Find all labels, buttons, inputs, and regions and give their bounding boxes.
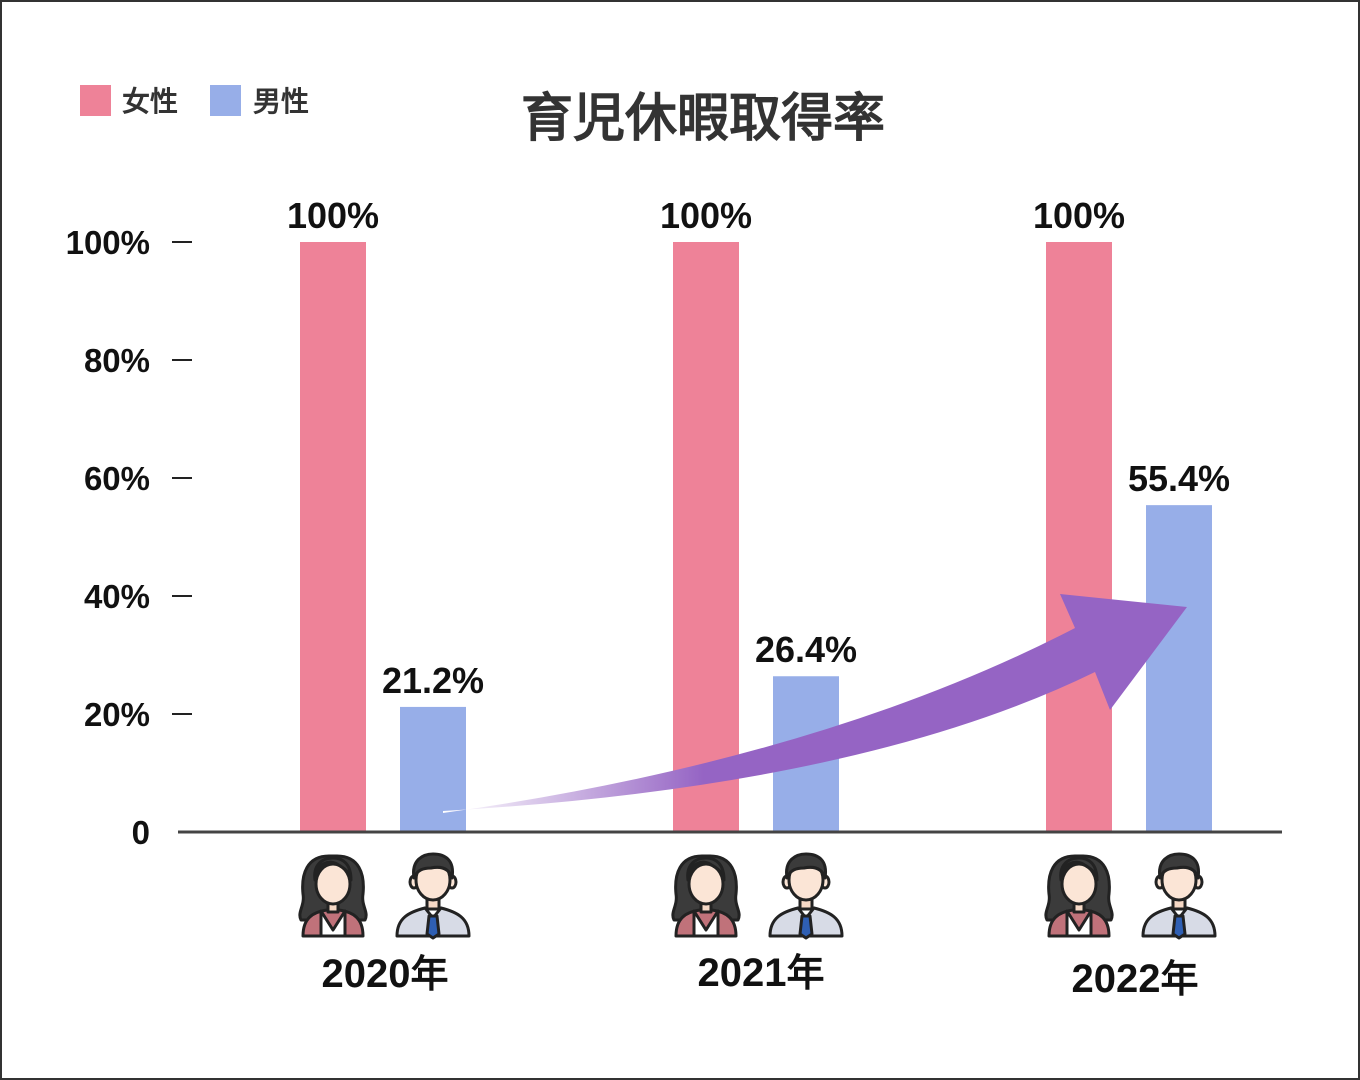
x-axis-labels: 2020年 2021年 2022年 [322,951,1199,1001]
woman-avatar-icon [671,854,741,938]
avatar-icons [298,852,1217,940]
woman-avatar-icon [1044,854,1114,938]
x-tick-suffix: 年 [1160,957,1198,1001]
bar-female-2022 [1046,242,1112,832]
chart-title: 育児休暇取得率 [521,89,885,149]
woman-avatar-icon [298,854,368,938]
legend: 女性 男性 [80,85,309,118]
legend-label-female: 女性 [122,85,178,118]
x-tick-year: 2022 [1072,957,1161,1001]
data-label-male-2021: 26.4% [755,629,857,670]
x-tick-suffix: 年 [410,952,448,996]
man-avatar-icon [1141,852,1217,940]
x-tick-label-2022: 2022年 [1072,957,1199,1001]
legend-label-male: 男性 [253,85,309,118]
y-tick-label: 0 [132,814,150,851]
y-axis: 0 20% 40% 60% 80% 100% [66,224,192,851]
data-label-female-2020: 100% [287,195,379,236]
bar-female-2021 [673,242,739,832]
data-label-male-2022: 55.4% [1128,458,1230,499]
x-tick-label-2021: 2021年 [698,951,825,995]
y-tick-label: 60% [84,460,150,497]
bar-female-2020 [300,242,366,832]
man-avatar-icon [768,852,844,940]
legend-swatch-male [210,85,241,116]
y-tick-label: 40% [84,578,150,615]
trend-arrow [443,594,1187,813]
data-label-female-2022: 100% [1033,195,1125,236]
data-label-male-2020: 21.2% [382,660,484,701]
y-tick-label: 100% [66,224,150,261]
x-tick-suffix: 年 [786,951,824,995]
data-label-female-2021: 100% [660,195,752,236]
y-tick-label: 80% [84,342,150,379]
bar-male-2020 [400,706,466,832]
x-tick-year: 2021 [698,951,787,995]
y-tick-label: 20% [84,696,150,733]
x-tick-label-2020: 2020年 [322,952,449,996]
x-tick-year: 2020 [322,952,411,996]
legend-swatch-female [80,85,111,116]
bar-male-2022 [1146,505,1212,832]
man-avatar-icon [395,852,471,940]
